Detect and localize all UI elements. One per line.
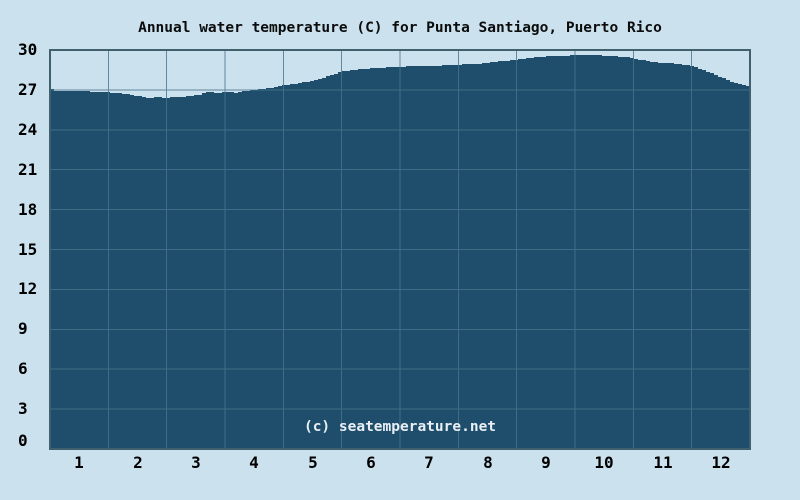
x-tick-label: 12: [711, 453, 731, 472]
y-tick-label: 0: [18, 431, 28, 450]
y-tick-label: 15: [18, 240, 38, 259]
y-tick-label: 18: [18, 200, 38, 219]
y-tick-label: 12: [18, 279, 38, 298]
y-tick-label: 6: [18, 359, 28, 378]
y-tick-label: 3: [18, 399, 28, 418]
x-tick-label: 7: [424, 453, 434, 472]
y-tick-label: 24: [18, 120, 38, 139]
x-tick-label: 8: [483, 453, 493, 472]
x-tick-label: 11: [653, 453, 673, 472]
y-tick-label: 27: [18, 80, 38, 99]
x-tick-label: 6: [366, 453, 376, 472]
chart-title: Annual water temperature (C) for Punta S…: [138, 20, 662, 36]
x-tick-label: 9: [541, 453, 551, 472]
x-tick-label: 5: [308, 453, 318, 472]
y-tick-label: 9: [18, 319, 28, 338]
x-tick-label: 1: [74, 453, 84, 472]
y-tick-label: 30: [18, 40, 38, 59]
y-tick-label: 21: [18, 160, 38, 179]
x-tick-label: 2: [133, 453, 143, 472]
watermark: (c) seatemperature.net: [303, 419, 497, 435]
plot-border: [49, 49, 751, 450]
x-tick-label: 3: [191, 453, 201, 472]
x-tick-label: 10: [594, 453, 614, 472]
x-tick-label: 4: [249, 453, 259, 472]
